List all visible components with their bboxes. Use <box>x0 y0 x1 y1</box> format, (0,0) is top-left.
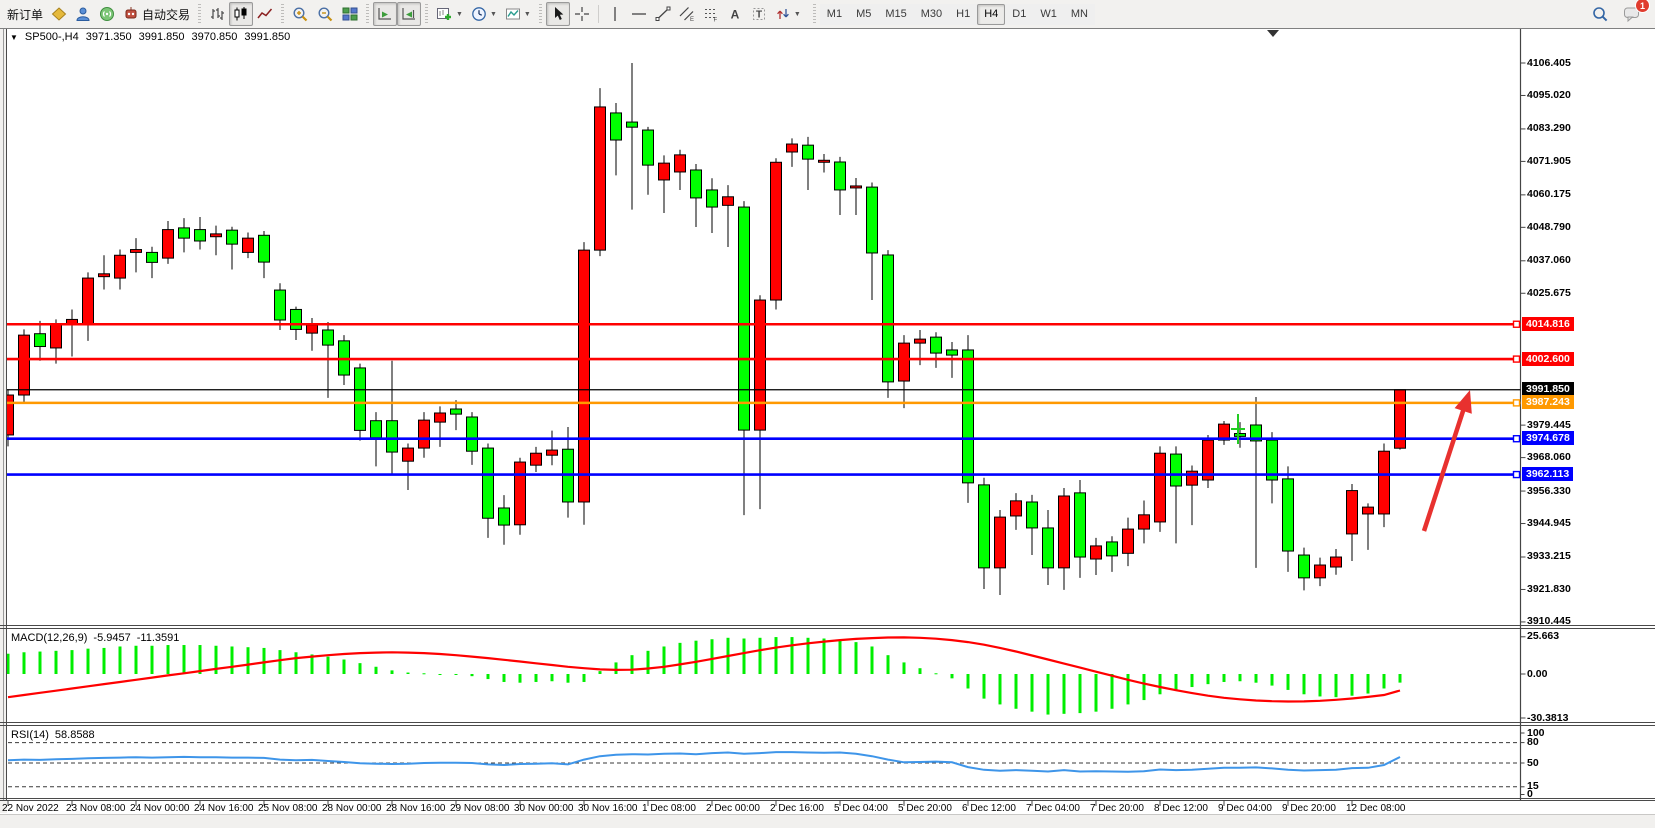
new-chart-button[interactable]: ▼ <box>432 2 467 26</box>
timeframe-button-h4[interactable]: H4 <box>977 3 1006 25</box>
timeframe-button-m5[interactable]: M5 <box>849 3 879 25</box>
svg-text:A: A <box>731 8 740 22</box>
text-button[interactable]: A <box>723 2 747 26</box>
channel-button[interactable]: E <box>675 2 699 26</box>
vertical-line-button[interactable] <box>603 2 627 26</box>
person-icon <box>75 6 91 22</box>
clock-icon <box>471 6 487 22</box>
line-chart-icon <box>257 6 273 22</box>
new-order-label: 新订单 <box>7 7 44 22</box>
bar-chart-icon <box>209 6 225 22</box>
horizontal-line-icon <box>631 6 647 22</box>
svg-text:F: F <box>713 18 717 23</box>
tile-windows-icon <box>342 6 358 22</box>
tile-windows-button[interactable] <box>338 2 362 26</box>
arrows-icon <box>775 6 791 22</box>
candlestick-chart-button[interactable] <box>229 2 254 26</box>
crosshair-button[interactable] <box>570 2 594 26</box>
crosshair-icon <box>574 6 590 22</box>
macd-layer <box>7 636 1402 715</box>
auto-trading-label: 自动交易 <box>142 7 191 22</box>
status-bar <box>0 814 1655 828</box>
timeframe-buttons: M1 M5 M15 M30 H1 H4 D1 W1 MN <box>819 3 1095 25</box>
toolbar-grip <box>281 4 285 24</box>
fibonacci-icon: F <box>703 6 719 22</box>
trendline-icon <box>655 6 671 22</box>
profile-button[interactable] <box>71 2 95 26</box>
notifications-button[interactable]: 1 <box>1619 0 1650 26</box>
robot-icon <box>123 6 139 22</box>
indicators-button[interactable]: ▼ <box>501 2 535 26</box>
toolbar-grip <box>366 4 370 24</box>
toolbar-grip <box>198 4 202 24</box>
chart-shift-button[interactable] <box>397 2 422 26</box>
auto-scroll-button[interactable] <box>373 2 398 26</box>
zoom-out-icon <box>317 6 334 23</box>
toolbar-grip <box>538 4 542 24</box>
svg-text:E: E <box>690 17 694 22</box>
svg-text:T: T <box>756 10 762 21</box>
timeframe-button-m15[interactable]: M15 <box>878 3 914 25</box>
candles-layer <box>7 63 1406 595</box>
text-label-button[interactable]: T <box>747 2 771 26</box>
rsi-layer <box>7 742 1519 788</box>
period-button[interactable]: ▼ <box>467 2 501 26</box>
main-toolbar: 新订单 自动交易 ▼ ▼ <box>0 0 1655 28</box>
chevron-down-icon: ▼ <box>456 10 463 18</box>
timeframe-button-mn[interactable]: MN <box>1063 3 1095 25</box>
axis-ticks-layer <box>7 62 1526 806</box>
toolbar-grip <box>812 4 816 24</box>
chevron-down-icon: ▼ <box>489 10 497 18</box>
timeframe-button-m1[interactable]: M1 <box>819 3 850 25</box>
indicators-icon <box>505 6 521 22</box>
bar-chart-button[interactable] <box>205 2 229 26</box>
auto-scroll-icon <box>377 6 393 22</box>
toolbar-right-group: 1 <box>1588 0 1650 26</box>
timeframe-button-m30[interactable]: M30 <box>913 3 950 25</box>
fibonacci-button[interactable]: F <box>699 2 723 26</box>
line-chart-button[interactable] <box>253 2 277 26</box>
channel-icon: E <box>679 6 695 22</box>
timeframe-button-w1[interactable]: W1 <box>1033 3 1064 25</box>
chat-icon <box>1623 6 1641 23</box>
gold-icon <box>51 6 67 22</box>
annotations-layer <box>1231 30 1472 532</box>
zoom-out-button[interactable] <box>313 2 338 26</box>
timeframe-button-h1[interactable]: H1 <box>949 3 978 25</box>
search-button[interactable] <box>1588 2 1613 26</box>
search-icon <box>1592 6 1609 23</box>
candlestick-chart-icon <box>233 6 249 22</box>
toolbar-separator <box>597 5 599 23</box>
new-order-button[interactable]: 新订单 <box>3 2 47 26</box>
vertical-line-icon <box>607 6 623 22</box>
toolbar-grip <box>425 4 429 24</box>
deposit-button[interactable] <box>47 2 71 26</box>
arrows-button[interactable]: ▼ <box>771 2 805 26</box>
timeframe-button-d1[interactable]: D1 <box>1005 3 1034 25</box>
signal-icon <box>99 6 115 22</box>
zoom-in-icon <box>292 6 309 23</box>
text-a-icon: A <box>727 6 743 22</box>
chart-shift-marker <box>1267 30 1279 37</box>
text-t-icon: T <box>751 6 767 22</box>
chevron-down-icon: ▼ <box>793 10 801 18</box>
notification-badge: 1 <box>1635 0 1650 13</box>
signal-button[interactable] <box>95 2 119 26</box>
cursor-icon <box>550 6 566 22</box>
chevron-down-icon: ▼ <box>523 10 531 18</box>
horizontal-line-button[interactable] <box>627 2 651 26</box>
zoom-in-button[interactable] <box>288 2 313 26</box>
trendline-button[interactable] <box>651 2 675 26</box>
level-lines-layer <box>7 320 1521 479</box>
new-chart-icon <box>436 6 453 22</box>
chart-shift-icon <box>401 6 417 22</box>
auto-trading-button[interactable]: 自动交易 <box>119 2 194 26</box>
cursor-button[interactable] <box>545 2 570 26</box>
